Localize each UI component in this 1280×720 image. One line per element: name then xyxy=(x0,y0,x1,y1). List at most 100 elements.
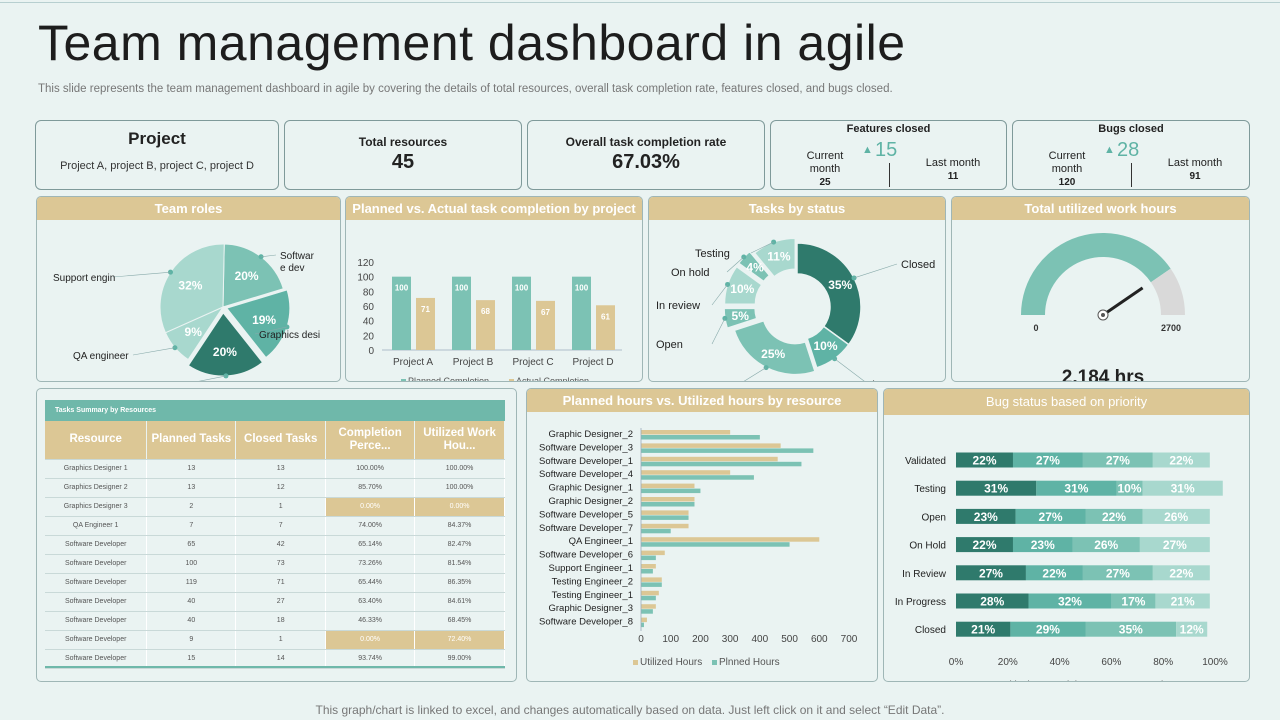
bar-normal-closed[interactable] xyxy=(1176,621,1208,637)
donut-slice-closed[interactable] xyxy=(796,242,862,346)
bar-plnned-hours-software-developer-3[interactable] xyxy=(641,448,814,453)
table-row[interactable]: QA Engineer 1 7 7 74.00% 84.37% xyxy=(45,516,505,536)
column-header-closed-tasks[interactable]: Closed Tasks xyxy=(235,421,327,460)
bar-utilized-hours-graphic-designer-2[interactable] xyxy=(641,430,731,435)
bar-plnned-hours-testing-engineer-2[interactable] xyxy=(641,582,662,587)
bar-high-in-review[interactable] xyxy=(1025,565,1083,581)
donut-slice-open[interactable] xyxy=(723,307,758,330)
column-header-planned-tasks[interactable]: Planned Tasks xyxy=(146,421,237,460)
bar-plnned-hours-software-developer-4[interactable] xyxy=(641,475,754,480)
bar-plnned-hours-testing-engineer-1[interactable] xyxy=(641,595,656,601)
table-row[interactable]: Software Developer 65 42 65.14% 82.47% xyxy=(45,535,505,555)
bar-normal-open[interactable] xyxy=(1142,508,1210,524)
table-row[interactable]: Software Developer 15 14 93.74% 99.00% xyxy=(45,649,505,669)
table-row[interactable]: Software Developer 119 71 65.44% 86.35% xyxy=(45,573,505,593)
bug-priority-chart[interactable]: Validated 22% 27% 27% 22% Testing 31% 31% 10% 31%… xyxy=(884,415,1250,682)
bar-utilized-hours-qa-engineer-1[interactable] xyxy=(641,537,820,542)
bar-utilized-hours-software-developer-7[interactable] xyxy=(641,523,689,529)
bar-plnned-hours-qa-engineer-1[interactable] xyxy=(641,542,790,547)
bar-high-testing[interactable] xyxy=(1036,480,1117,496)
donut-slice-in-review[interactable] xyxy=(723,265,763,305)
bar-high-on-hold[interactable] xyxy=(1012,537,1073,553)
bar-utilized-hours-software-developer-8[interactable] xyxy=(641,617,647,623)
bar-plnned-hours-software-developer-8[interactable] xyxy=(641,622,644,628)
bar-normal-testing[interactable] xyxy=(1142,480,1223,496)
donut-slice-validated[interactable] xyxy=(733,319,816,376)
bar-low-closed[interactable] xyxy=(1085,621,1177,637)
donut-slice-on-hold[interactable] xyxy=(737,250,771,283)
bar-actual-completion-project-a[interactable] xyxy=(416,297,435,350)
bar-utilized-hours-graphic-designer-2[interactable] xyxy=(641,497,695,502)
bar-high-closed[interactable] xyxy=(1010,621,1086,637)
bar-critical-validated[interactable] xyxy=(956,452,1013,468)
bar-planned-completion-project-d[interactable] xyxy=(572,276,591,350)
bar-utilized-hours-software-developer-4[interactable] xyxy=(641,470,731,475)
bar-high-open[interactable] xyxy=(1015,508,1086,524)
bar-utilized-hours-support-engineer-1[interactable] xyxy=(641,564,656,569)
bar-high-in-progress[interactable] xyxy=(1028,593,1112,609)
bar-planned-completion-project-b[interactable] xyxy=(452,276,471,350)
bar-plnned-hours-software-developer-7[interactable] xyxy=(641,528,671,534)
table-row[interactable]: Software Developer 100 73 73.26% 81.54% xyxy=(45,554,505,574)
bar-plnned-hours-graphic-designer-1[interactable] xyxy=(641,488,701,494)
bar-utilized-hours-testing-engineer-1[interactable] xyxy=(641,590,659,596)
kpi-bugs-card[interactable]: Bugs closed Current month 120 ▲ 28 Last … xyxy=(1012,120,1250,190)
bar-low-on-hold[interactable] xyxy=(1072,537,1140,553)
bar-normal-in-progress[interactable] xyxy=(1155,593,1210,609)
work-hours-gauge[interactable]: 0 2700 2,184 hrs xyxy=(952,220,1250,382)
bar-actual-completion-project-d[interactable] xyxy=(596,305,615,350)
bar-critical-open[interactable] xyxy=(956,508,1016,524)
bar-utilized-hours-graphic-designer-3[interactable] xyxy=(641,604,656,609)
column-header-resource[interactable]: Resource xyxy=(45,421,148,460)
kpi-resources-card[interactable]: Total resources 45 xyxy=(284,120,522,190)
bar-plnned-hours-support-engineer-1[interactable] xyxy=(641,569,653,574)
column-header-utilized-work-hou[interactable]: Utilized Work Hou... xyxy=(414,421,505,460)
tasks-status-chart[interactable]: 35% Closed 10% In progress 25% Validated 5% Ope… xyxy=(649,220,946,382)
bar-low-open[interactable] xyxy=(1085,508,1143,524)
bar-critical-in-progress[interactable] xyxy=(956,593,1029,609)
kpi-bugs-delta: 28 xyxy=(1117,139,1140,161)
bar-critical-closed[interactable] xyxy=(956,621,1011,637)
bar-utilized-hours-software-developer-3[interactable] xyxy=(641,443,781,448)
bar-utilized-hours-software-developer-1[interactable] xyxy=(641,456,778,462)
kpi-project-card[interactable]: Project Project A, project B, project C,… xyxy=(35,120,279,190)
bar-utilized-hours-testing-engineer-2[interactable] xyxy=(641,577,662,582)
planned-actual-chart[interactable]: 0 20 40 60 80 100 120 100 71 Project A 100 68 Projec… xyxy=(346,220,643,382)
bar-planned-completion-project-a[interactable] xyxy=(392,276,411,350)
bar-actual-completion-project-c[interactable] xyxy=(536,300,555,350)
donut-slice-in-progress[interactable] xyxy=(806,325,850,369)
bar-utilized-hours-software-developer-6[interactable] xyxy=(641,550,665,556)
bar-plnned-hours-software-developer-1[interactable] xyxy=(641,461,802,467)
table-row[interactable]: Graphics Designer 3 2 1 0.00% 0.00% xyxy=(45,497,505,517)
bar-low-in-progress[interactable] xyxy=(1111,593,1156,609)
planned-utilized-chart[interactable]: Graphic Designer_2 Software Developer_3 So… xyxy=(527,412,878,682)
bar-plnned-hours-software-developer-5[interactable] xyxy=(641,515,689,520)
kpi-completion-card[interactable]: Overall task completion rate 67.03% xyxy=(527,120,765,190)
bar-normal-validated[interactable] xyxy=(1152,452,1210,468)
bar-critical-on-hold[interactable] xyxy=(956,537,1013,553)
bar-low-validated[interactable] xyxy=(1082,452,1153,468)
bar-plnned-hours-graphic-designer-2[interactable] xyxy=(641,502,695,507)
bar-plnned-hours-graphic-designer-2[interactable] xyxy=(641,435,760,440)
bar-normal-in-review[interactable] xyxy=(1152,565,1210,581)
table-row[interactable]: Software Developer 40 27 63.40% 84.61% xyxy=(45,592,505,612)
bar-plnned-hours-graphic-designer-3[interactable] xyxy=(641,609,653,614)
bar-high-validated[interactable] xyxy=(1012,452,1083,468)
bar-critical-testing[interactable] xyxy=(956,480,1037,496)
bar-plnned-hours-software-developer-6[interactable] xyxy=(641,555,656,561)
bar-normal-on-hold[interactable] xyxy=(1139,537,1210,553)
bar-utilized-hours-software-developer-5[interactable] xyxy=(641,510,689,515)
table-row[interactable]: Software Developer 40 18 46.33% 68.45% xyxy=(45,611,505,631)
table-row[interactable]: Graphics Designer 2 13 12 85.70% 100.00% xyxy=(45,478,505,498)
bar-critical-in-review[interactable] xyxy=(956,565,1026,581)
kpi-features-card[interactable]: Features closed Current month 25 ▲ 15 La… xyxy=(770,120,1007,190)
bar-low-testing[interactable] xyxy=(1116,480,1143,496)
bar-planned-completion-project-c[interactable] xyxy=(512,276,531,350)
table-row[interactable]: Graphics Designer 1 13 13 100.00% 100.00% xyxy=(45,459,505,479)
bar-low-in-review[interactable] xyxy=(1082,565,1153,581)
bar-utilized-hours-graphic-designer-1[interactable] xyxy=(641,483,695,489)
bar-actual-completion-project-b[interactable] xyxy=(476,300,495,350)
table-row[interactable]: Software Developer 9 1 0.00% 72.40% xyxy=(45,630,505,650)
column-header-completion-perce[interactable]: Completion Perce... xyxy=(325,421,416,460)
